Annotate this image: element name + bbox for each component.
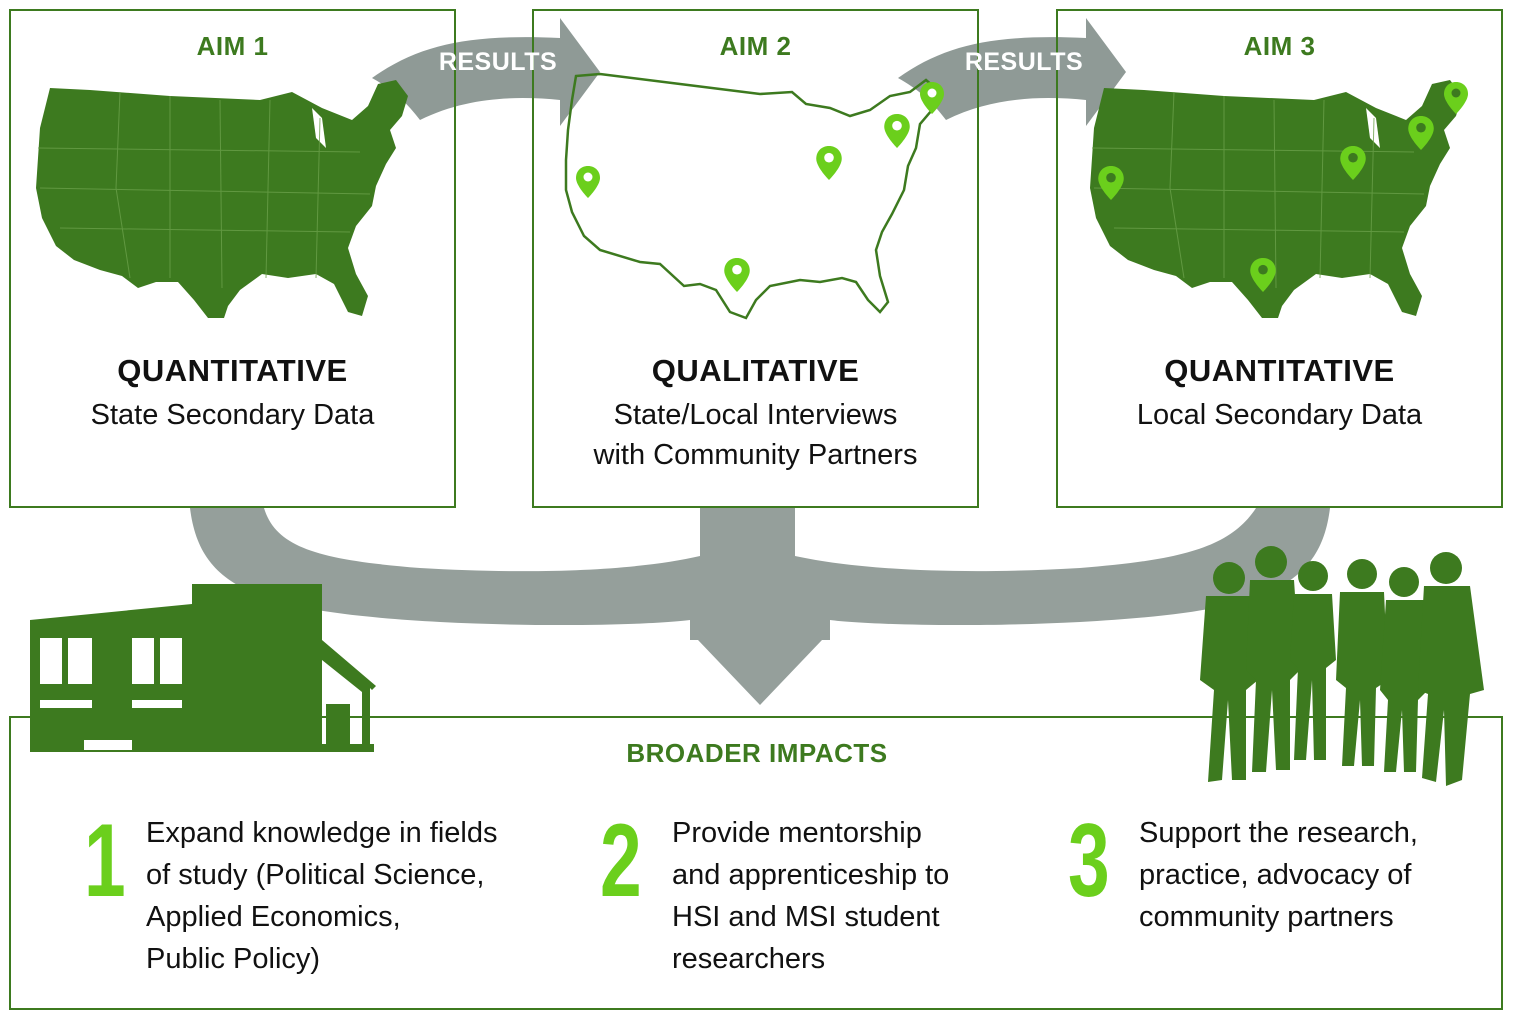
results-arrow-label: RESULTS [964,48,1084,76]
aim-description: Local Secondary Data [1136,399,1423,431]
broader-impacts-title: BROADER IMPACTS [626,738,888,768]
aim-2-panel: AIM 2 QUALITATIVE State/Local Interviews… [532,9,979,508]
results-arrow-shape-1 [372,18,600,126]
aim-description: State/Local Interviews with Community Pa… [593,399,918,471]
aim-1-panel: AIM 1 QUANTITATIVE State Secondary Data [9,9,456,508]
aim-3-panel: AIM 3 QUANTITATIVE Local Secondary Data [1056,9,1503,508]
results-arrow-shape-2 [898,18,1126,126]
impact-text: Support the research, practice, advocacy… [1139,817,1418,933]
impact-number: 3 [1068,803,1110,919]
aim-method: QUANTITATIVE [117,353,348,388]
impact-number: 2 [600,803,642,919]
merge-arrow-shape [190,508,1330,705]
building-icon [30,584,376,752]
impact-text: Provide mentorship and apprenticeship to… [672,817,950,975]
people-group-icon [1200,546,1484,786]
aim-title: AIM 3 [1243,31,1316,61]
aim-title: AIM 2 [719,31,792,61]
broader-impacts-panel [9,716,1503,1010]
aim-method: QUALITATIVE [651,353,860,388]
impact-number: 1 [84,803,126,919]
impact-text: Expand knowledge in fields of study (Pol… [146,817,498,975]
results-arrow-label: RESULTS [438,48,558,76]
us-outline-map-icon [564,72,942,320]
aim-method: QUANTITATIVE [1164,353,1395,388]
aim-title: AIM 1 [196,31,269,61]
aim-description: State Secondary Data [90,399,375,431]
